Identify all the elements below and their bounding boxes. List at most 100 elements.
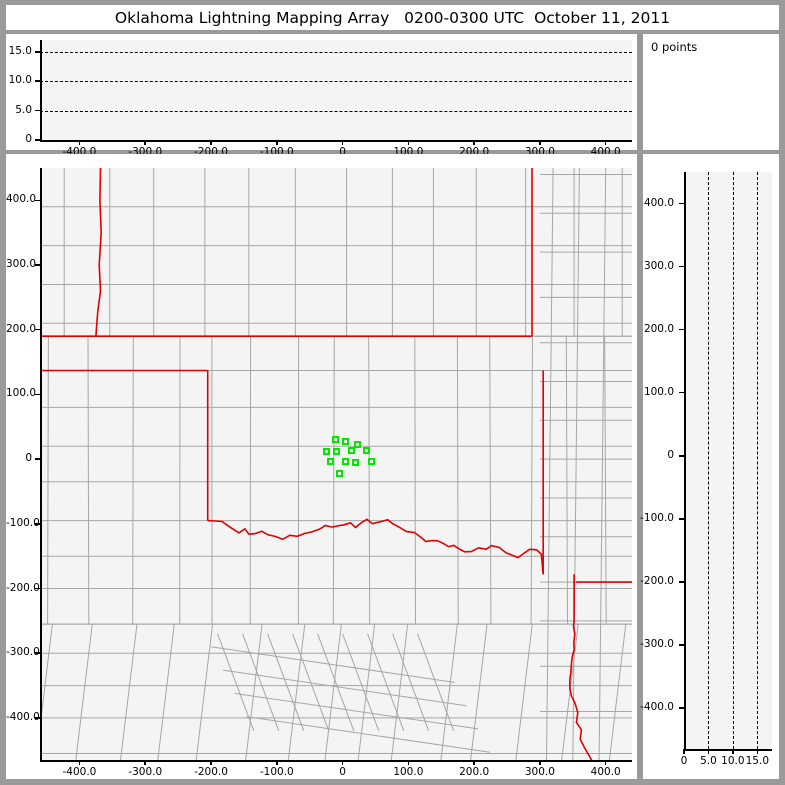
y-tick (679, 518, 685, 520)
x-tick (78, 140, 81, 145)
y-tick-label: 0 (25, 133, 32, 145)
y-tick-label: -300.0 (640, 637, 674, 650)
y-tick-label: -100.0 (640, 511, 674, 524)
county-line (40, 624, 53, 732)
y-tick (35, 328, 41, 331)
gridline-horizontal (40, 81, 632, 83)
x-tick-label: 5.0 (700, 755, 717, 767)
y-tick-label: 400.0 (6, 193, 37, 206)
county-line (608, 624, 627, 760)
x-tick-label: 100.0 (393, 766, 424, 778)
y-tick-label: -400.0 (640, 701, 674, 713)
state-boundary-red-river (207, 518, 544, 575)
county-line (546, 168, 554, 760)
y-tick (679, 202, 685, 205)
x-tick (732, 749, 734, 754)
county-line (234, 692, 479, 730)
gridline-vertical (732, 172, 734, 749)
x-tick-label: -400.0 (62, 766, 97, 778)
county-line (565, 336, 568, 625)
y-tick (679, 581, 685, 583)
county-line (456, 336, 459, 625)
info-panel: 0 points (643, 34, 779, 150)
county-line (598, 168, 607, 760)
county-boundaries-layer (40, 168, 632, 760)
map-plot-area[interactable] (40, 168, 632, 760)
x-tick (539, 140, 541, 145)
x-axis-line (684, 749, 772, 751)
county-line (132, 336, 134, 625)
x-tick-label: 300.0 (524, 766, 555, 778)
y-tick (679, 455, 685, 457)
y-tick-label: -400.0 (6, 710, 40, 723)
y-tick-label: 100.0 (6, 387, 37, 400)
y-tick-label: 0 (667, 448, 674, 461)
county-line (390, 624, 409, 760)
lightning-source-marker (348, 447, 356, 455)
x-tick (604, 760, 607, 765)
state-boundary-colorado-kansas (95, 168, 103, 337)
y-tick (679, 328, 685, 331)
x-tick (683, 749, 685, 754)
lightning-source-marker (331, 436, 339, 444)
county-line (157, 624, 175, 760)
gridline-vertical (708, 172, 710, 749)
county-line (392, 633, 430, 732)
x-tick (407, 140, 410, 145)
county-line (246, 716, 490, 753)
title-bar: Oklahoma Lightning Mapping Array 0200-03… (6, 5, 779, 30)
county-line (470, 624, 488, 760)
y-tick-label: 5.0 (15, 103, 32, 116)
x-tick-label: 0 (339, 146, 346, 158)
x-tick (341, 760, 344, 765)
y-tick-label: -100.0 (6, 516, 40, 529)
x-axis-line (40, 140, 632, 142)
lightning-source-marker (327, 457, 335, 465)
county-line (489, 336, 492, 625)
state-boundary-texas-east (568, 574, 593, 760)
county-line (210, 646, 455, 683)
gridline-horizontal (40, 110, 632, 112)
county-line (572, 168, 580, 760)
y-tick (35, 523, 41, 525)
point-count-label: 0 points (651, 40, 698, 54)
x-tick (604, 140, 607, 145)
y-tick (35, 51, 41, 53)
county-line (515, 624, 533, 760)
county-line (195, 624, 214, 760)
county-line (368, 336, 371, 625)
time-height-plot-area[interactable] (40, 40, 632, 140)
altitude-profile-panel[interactable]: 400.0 300.0 200.0 100.0 0 -100.0 -200.0 -300.0 -… (640, 154, 779, 779)
county-line (87, 336, 90, 625)
county-line (217, 633, 255, 732)
x-tick-label: 0 (680, 755, 688, 767)
x-tick (756, 749, 759, 754)
x-tick (539, 760, 541, 765)
lightning-source-marker (362, 447, 370, 455)
y-tick-label: 15.0 (8, 44, 32, 57)
county-line (440, 624, 458, 760)
county-line (287, 624, 306, 760)
lightning-source-marker (323, 447, 331, 455)
time-height-panel[interactable]: 15.0 10.0 5.0 0 -400.0 -300.0 -200.0 -100.0 0 100… (6, 34, 637, 158)
county-line (245, 624, 263, 760)
y-tick-label: 0 (25, 452, 32, 465)
county-line (242, 633, 280, 732)
lightning-source-marker (353, 441, 361, 449)
county-line (292, 633, 330, 732)
x-tick (276, 140, 278, 145)
x-axis-line (40, 760, 632, 762)
y-tick (35, 652, 41, 654)
y-tick (35, 717, 41, 719)
altitude-plot-area[interactable] (684, 172, 772, 749)
x-tick (341, 140, 344, 145)
plan-view-map-panel[interactable]: 400.0 300.0 200.0 100.0 0 -100.0 -200.0 -300.0 -… (6, 154, 637, 779)
y-tick-label: -200.0 (640, 574, 674, 587)
county-line (120, 624, 138, 760)
y-tick (679, 644, 685, 646)
county-line (47, 336, 49, 625)
y-tick-label: 100.0 (643, 385, 674, 398)
x-tick (78, 760, 81, 765)
y-tick-label: 300.0 (6, 258, 37, 271)
